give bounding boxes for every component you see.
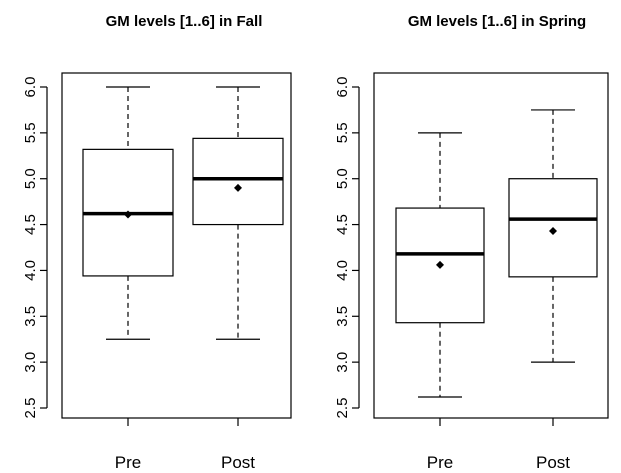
panel-2-x-label-post: Post <box>536 453 570 472</box>
panel-2-y-tick-label-4: 4.5 <box>334 214 351 235</box>
panel-1-y-tick-label-7: 6.0 <box>22 77 39 98</box>
panel-2-y-tick-label-2: 3.5 <box>334 306 351 327</box>
panel-1-y-tick-label-2: 3.5 <box>22 306 39 327</box>
panel-1-post-mean-marker <box>234 183 242 192</box>
panel-2-x-label-pre: Pre <box>427 453 453 472</box>
panel-1-y-tick-label-1: 3.0 <box>22 352 39 373</box>
panel-1-chart-title: GM levels [1..6] in Fall <box>106 13 263 30</box>
panel-2-y-tick-label-7: 6.0 <box>334 77 351 98</box>
panel-1-y-tick-label-6: 5.5 <box>22 122 39 143</box>
panel-2-chart-title: GM levels [1..6] in Spring <box>408 13 586 30</box>
panel-1-y-tick-label-0: 2.5 <box>22 398 39 419</box>
panel-2-post-mean-marker <box>549 226 557 235</box>
panel-2-y-tick-label-5: 5.0 <box>334 168 351 189</box>
panel-2-pre-mean-marker <box>436 260 444 269</box>
panel-1-y-tick-label-5: 5.0 <box>22 168 39 189</box>
panel-1-y-tick-label-4: 4.5 <box>22 214 39 235</box>
panel-2-y-tick-label-1: 3.0 <box>334 352 351 373</box>
panel-1-x-label-post: Post <box>221 453 255 472</box>
panel-2-y-tick-label-0: 2.5 <box>334 398 351 419</box>
panel-1-x-label-pre: Pre <box>115 453 141 472</box>
panel-1-y-tick-label-3: 4.0 <box>22 260 39 281</box>
panel-2-y-tick-label-3: 4.0 <box>334 260 351 281</box>
panel-1-post-box <box>192 137 284 226</box>
panel-1-pre-mean-marker <box>124 210 132 219</box>
panel-1-plot-frame <box>61 72 292 419</box>
panel-2-y-tick-label-6: 5.5 <box>334 122 351 143</box>
panel-2-plot-frame <box>373 72 609 419</box>
